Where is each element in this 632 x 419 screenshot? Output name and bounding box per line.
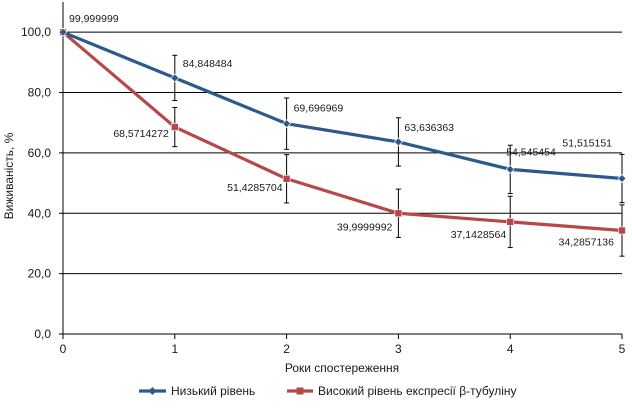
data-point — [282, 119, 292, 129]
legend-marker — [296, 387, 304, 395]
data-point — [170, 73, 180, 83]
data-point — [171, 123, 179, 131]
data-point — [282, 174, 291, 183]
y-tick-label: 60,0 — [28, 146, 52, 160]
gridlines — [63, 31, 622, 275]
data-point — [393, 137, 403, 147]
legend-marker — [148, 387, 157, 395]
data-label: 34,2857136 — [559, 237, 615, 249]
data-label: 84,848484 — [183, 58, 233, 70]
data-point — [618, 226, 626, 235]
x-tick-label: 3 — [395, 342, 402, 356]
series — [58, 27, 627, 235]
x-tick-label: 0 — [60, 342, 67, 356]
y-tick-label: 40,0 — [28, 206, 52, 220]
data-label: 63,636363 — [404, 122, 454, 134]
data-point — [58, 27, 68, 37]
data-point — [617, 174, 627, 183]
data-point — [505, 164, 515, 174]
legend-label: Високий рівень експресії β-тубуліну — [318, 384, 517, 398]
y-tick-label: 20,0 — [28, 267, 52, 281]
y-axis-title: Виживаність, % — [2, 132, 16, 219]
data-labels: 99,999999 84,848484 69,696969 63,636363 54,5… — [69, 13, 614, 248]
data-label: 99,999999 — [69, 13, 119, 25]
x-tick-label: 2 — [283, 342, 290, 356]
data-label: 51,515151 — [562, 138, 612, 150]
series-line-1 — [61, 30, 623, 233]
series-line-0 — [62, 30, 623, 181]
data-label: 69,696969 — [294, 103, 344, 115]
legend: Низький рівень Високий рівень експресії β… — [139, 384, 517, 398]
data-label: 54,545454 — [506, 146, 556, 158]
data-label: 68,5714272 — [113, 128, 169, 140]
y-tick-label: 80,0 — [28, 86, 52, 100]
data-label: 51,4285704 — [227, 182, 283, 194]
x-axis-title: Роки спостереження — [285, 361, 399, 375]
x-tick-label: 1 — [171, 342, 178, 356]
y-tick-label: 0,0 — [34, 327, 51, 341]
legend-label: Низький рівень — [171, 384, 255, 398]
tick-labels: 0,0 20,0 40,0 60,0 80,0 100,0 0 1 2 3 4 5 — [21, 25, 626, 356]
x-tick-label: 4 — [507, 342, 514, 356]
y-tick-label: 100,0 — [21, 25, 51, 39]
data-point — [506, 218, 515, 226]
x-tick-label: 5 — [619, 342, 626, 356]
data-label: 37,1428564 — [451, 229, 507, 241]
data-point — [394, 209, 403, 218]
data-label: 39,9999992 — [337, 221, 393, 233]
